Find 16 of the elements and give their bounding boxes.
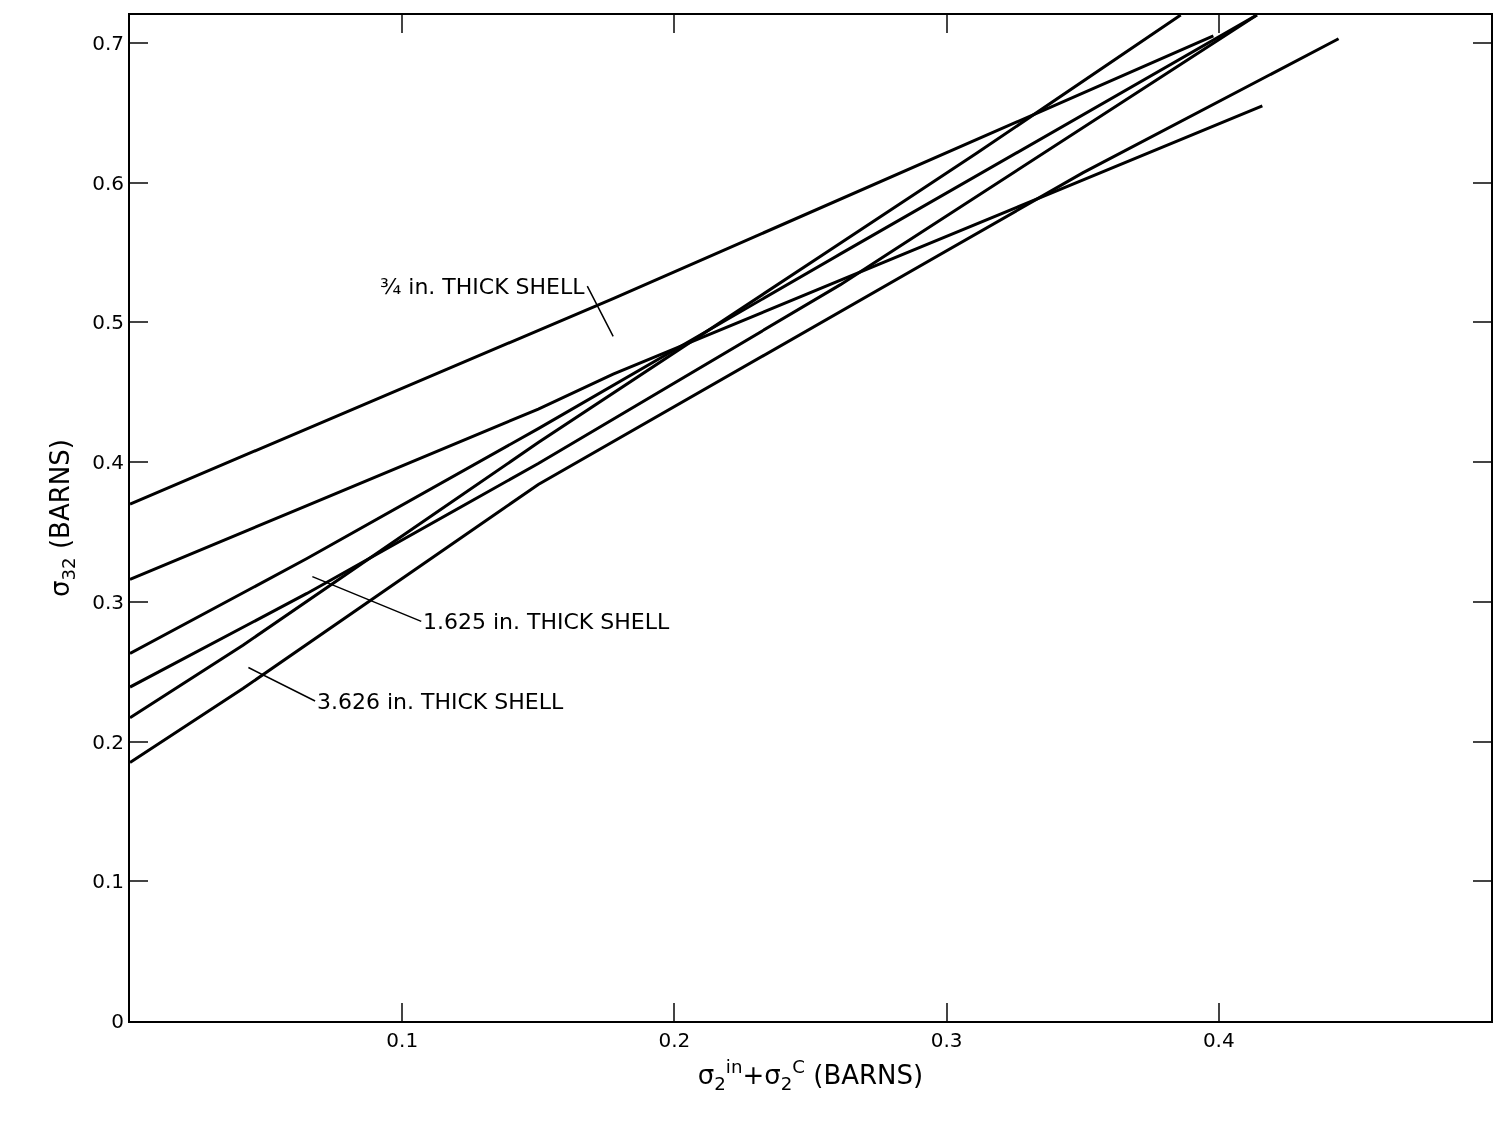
x-tick-label: 0.4: [1202, 1028, 1235, 1052]
y-tick-label: 0.6: [92, 170, 124, 195]
x-tick-label: 0.2: [658, 1028, 691, 1052]
y-tick-label: 0.7: [92, 30, 124, 55]
x-tick-label: 0.3: [930, 1028, 963, 1052]
annotation: 1.625 in. THICK SHELL: [423, 609, 670, 634]
y-tick-label: 0.1: [92, 869, 124, 894]
annotation: 3.626 in. THICK SHELL: [317, 689, 564, 714]
y-tick-label: 0: [111, 1009, 124, 1033]
y-tick-label: 0.3: [92, 589, 124, 614]
y-tick-label: 0.5: [92, 310, 124, 335]
y-tick-label: 0.2: [92, 729, 124, 754]
y-tick-label: 0.4: [92, 450, 124, 475]
x-tick-label: 0.1: [386, 1028, 419, 1052]
annotation: ¾ in. THICK SHELL: [380, 274, 586, 299]
x-axis-title: σ$_{2}$$^{in}$+σ$_{2}$$^{C}$ (BARNS): [697, 1056, 924, 1094]
